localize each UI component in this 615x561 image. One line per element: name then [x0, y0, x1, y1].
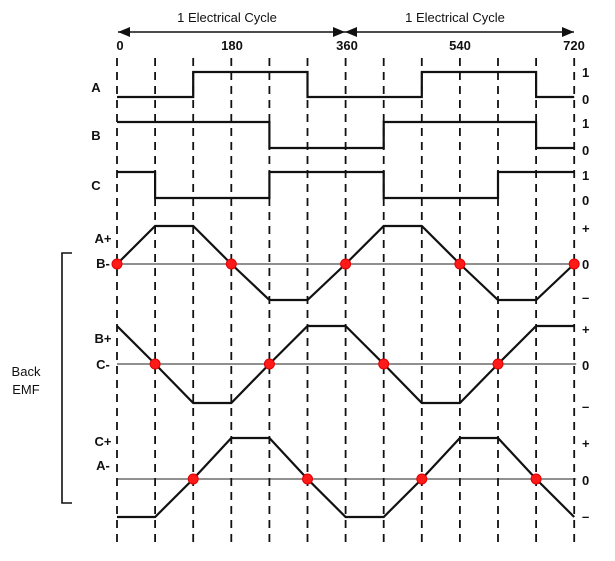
hall-signal-name: B — [91, 128, 100, 143]
zero-crossing-markers — [187, 473, 542, 485]
zero-crossing-dot — [149, 358, 161, 370]
arrowhead-right-icon — [333, 27, 345, 37]
hall-signal-name: A — [91, 80, 101, 95]
hall-signal-c: C 1 0 — [91, 168, 589, 208]
angle-tick-label: 540 — [449, 38, 471, 53]
arrowhead-left-icon — [345, 27, 357, 37]
zero-crossing-dot — [263, 358, 275, 370]
plus-label: + — [582, 322, 590, 337]
low-level-label: 0 — [582, 143, 589, 158]
plus-label: + — [582, 436, 590, 451]
arrowhead-left-icon — [118, 27, 130, 37]
zero-label: 0 — [582, 257, 589, 272]
zero-crossing-dot — [111, 258, 123, 270]
back-emf-label-line1: Back — [12, 364, 41, 379]
arrowhead-right-icon — [562, 27, 574, 37]
back-emf-bracket: Back EMF — [12, 252, 72, 504]
sector-dashed-lines — [116, 58, 576, 545]
zero-crossing-dot — [568, 258, 580, 270]
hall-signal-b: B 1 0 — [91, 116, 589, 158]
zero-crossing-dot — [416, 473, 428, 485]
cycle-label-2: 1 Electrical Cycle — [405, 10, 505, 25]
cycle-label-1: 1 Electrical Cycle — [177, 10, 277, 25]
angle-tick-label: 360 — [336, 38, 358, 53]
plus-label: + — [582, 221, 590, 236]
zero-label: 0 — [582, 473, 589, 488]
back-emf-label-line2: EMF — [12, 382, 40, 397]
zero-crossing-dot — [187, 473, 199, 485]
zero-crossing-dot — [302, 473, 313, 485]
emf-label-top: C+ — [95, 434, 112, 449]
emf-label-zero: B- — [96, 256, 110, 271]
zero-crossing-dot — [225, 258, 237, 270]
minus-label: – — [582, 509, 589, 524]
emf-signal-ab: A+ B- + 0 – — [95, 221, 590, 305]
emf-ca-waveform — [117, 436, 575, 519]
high-level-label: 1 — [582, 116, 589, 131]
zero-crossing-dot — [530, 473, 542, 485]
hall-a-waveform — [117, 70, 575, 99]
hall-c-waveform — [117, 170, 575, 200]
cycle-arrows: 1 Electrical Cycle 1 Electrical Cycle — [118, 10, 574, 37]
emf-label-zero: A- — [96, 458, 110, 473]
high-level-label: 1 — [582, 65, 589, 80]
low-level-label: 0 — [582, 193, 589, 208]
hall-signal-name: C — [91, 178, 101, 193]
emf-label-top: A+ — [95, 231, 112, 246]
hall-b-waveform — [117, 120, 575, 150]
hall-signal-a: A 1 0 — [91, 65, 589, 107]
angle-tick-label: 180 — [221, 38, 243, 53]
zero-crossing-dot — [378, 358, 390, 370]
emf-label-zero: C- — [96, 357, 110, 372]
zero-crossing-markers — [149, 358, 504, 370]
zero-crossing-dot — [454, 258, 466, 270]
high-level-label: 1 — [582, 168, 589, 183]
angle-tick-label: 720 — [563, 38, 585, 53]
angle-tick-label: 0 — [116, 38, 123, 53]
zero-crossing-markers — [111, 258, 580, 270]
low-level-label: 0 — [582, 92, 589, 107]
angle-axis: 0 180 360 540 720 — [116, 38, 584, 53]
zero-label: 0 — [582, 358, 589, 373]
emf-signal-ca: C+ A- + 0 – — [95, 434, 590, 524]
minus-label: – — [582, 290, 589, 305]
emf-signal-bc: B+ C- + 0 – — [95, 322, 590, 414]
zero-crossing-dot — [492, 358, 504, 370]
minus-label: – — [582, 399, 589, 414]
zero-crossing-dot — [340, 258, 352, 270]
emf-label-top: B+ — [95, 331, 112, 346]
